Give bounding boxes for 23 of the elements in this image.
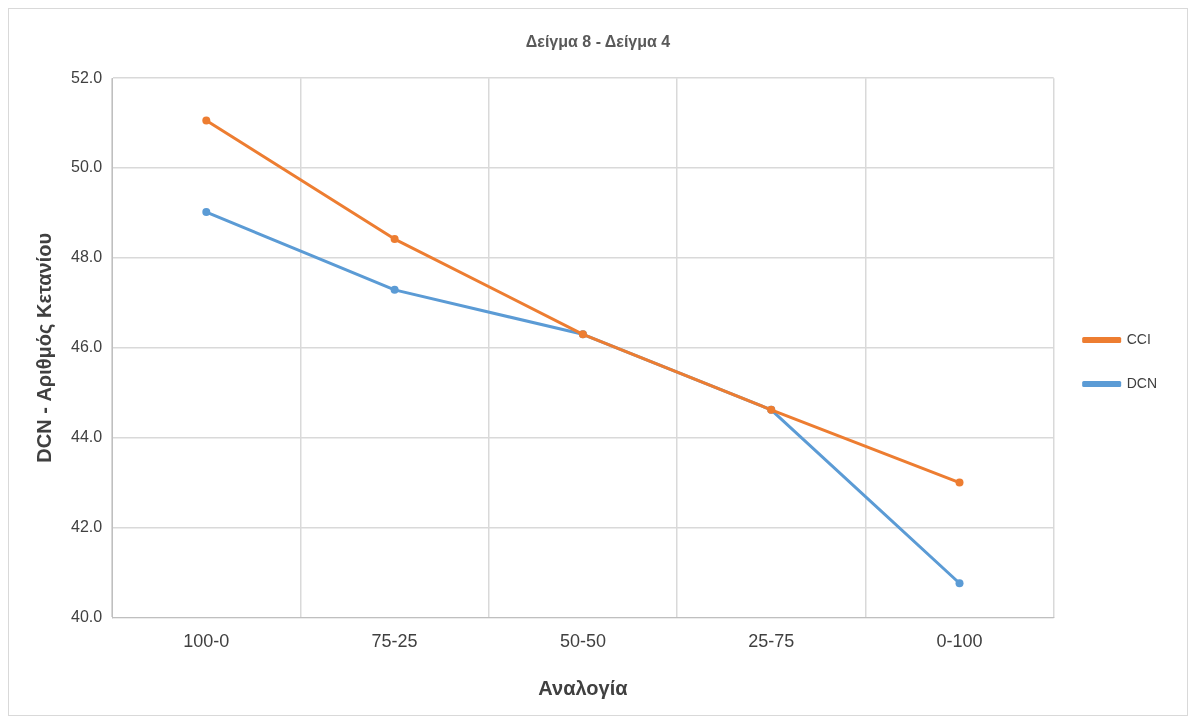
- legend-label: DCN: [1126, 374, 1158, 391]
- point: [955, 478, 964, 487]
- legend-label: CCI: [1126, 330, 1151, 347]
- y-tick-label: 42.0: [71, 517, 103, 535]
- y-tick-label: 52.0: [71, 68, 103, 86]
- point: [390, 235, 399, 244]
- x-tick-label: 0-100: [936, 631, 983, 652]
- point: [390, 285, 399, 294]
- x-axis-title: Αναλογία: [538, 676, 629, 699]
- chart-title: Δείγμα 8 - Δείγμα 4: [525, 33, 671, 51]
- y-tick-label: 40.0: [71, 607, 103, 625]
- y-tick-label: 50.0: [71, 158, 103, 176]
- y-axis-title: DCN - Αριθμός Κετανίου: [32, 232, 55, 463]
- point: [202, 208, 211, 217]
- y-tick-label: 46.0: [71, 338, 103, 356]
- x-tick-label: 75-25: [371, 631, 418, 652]
- x-tick-label: 50-50: [559, 631, 606, 652]
- x-tick-label: 25-75: [748, 631, 795, 652]
- y-tick-label: 48.0: [71, 248, 103, 266]
- point: [955, 579, 964, 588]
- y-tick-label: 44.0: [71, 428, 103, 446]
- point: [202, 116, 211, 125]
- x-tick-label: 100-0: [183, 631, 230, 652]
